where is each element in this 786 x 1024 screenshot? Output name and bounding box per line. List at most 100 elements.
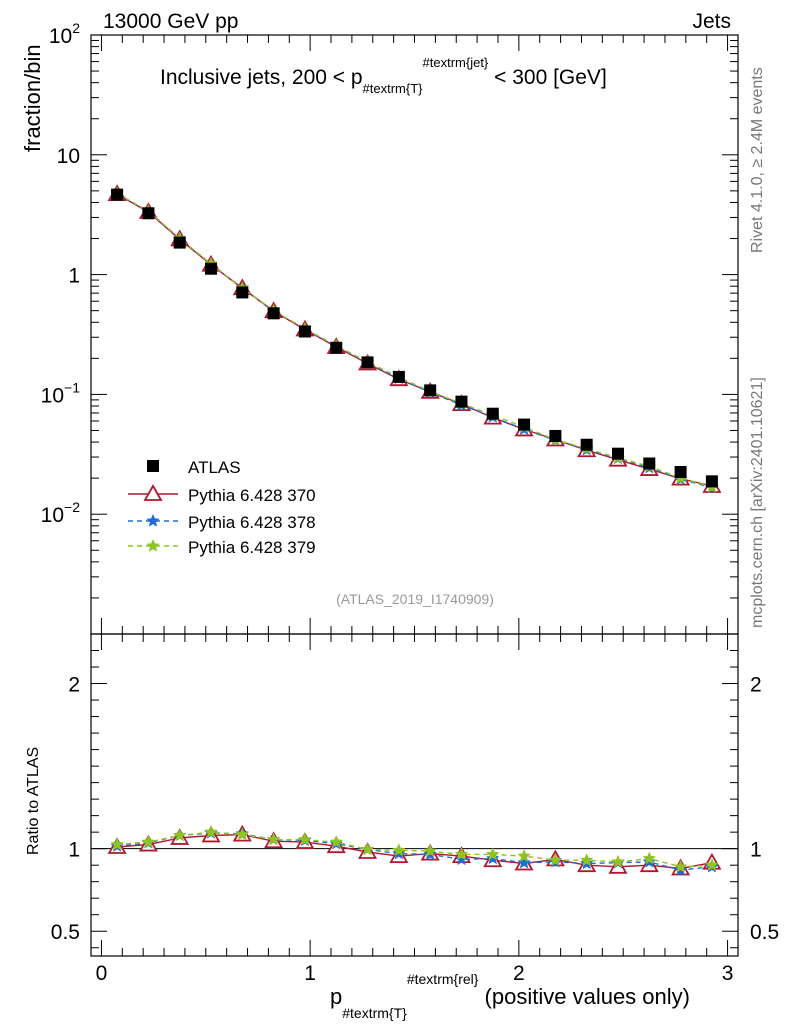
legend-item-atlas: ATLAS: [147, 458, 241, 477]
ratio-panel-frame: [90, 633, 739, 957]
ratio-series-pythia-6-428-379: [110, 825, 719, 873]
legend-label-pythia-6-428-379: Pythia 6.428 379: [188, 538, 316, 557]
y-tick-label: 1: [68, 265, 80, 288]
series-line-pythia-6-428-379: [116, 192, 713, 488]
ratio-point-pythia-6-428-379: [172, 828, 187, 842]
series-atlas: [111, 188, 718, 488]
ratio-point-pythia-6-428-379: [110, 837, 124, 851]
ratio-tick-label-right: 1: [750, 839, 762, 862]
ratio-point-pythia-6-428-379: [548, 853, 563, 867]
data-point-atlas: [111, 188, 124, 201]
legend-item-pythia-6-428-378: Pythia 6.428 378: [128, 513, 316, 532]
legend-marker-pythia-6-428-378: [146, 513, 160, 527]
ratio-point-pythia-6-428-379: [266, 832, 281, 846]
x-tick-label: 3: [722, 962, 734, 985]
ratio-point-pythia-6-428-379: [423, 843, 437, 857]
ratio-point-pythia-6-428-379: [579, 853, 594, 867]
series-line-pythia-6-428-370: [116, 193, 713, 487]
title-post: < 300 [GeV]: [488, 66, 607, 89]
y-tick-label: 10: [57, 145, 80, 168]
ratio-point-pythia-6-428-379: [705, 858, 719, 871]
legend-label-pythia-6-428-378: Pythia 6.428 378: [188, 513, 316, 532]
xlabel-sup: #textrm{rel}: [407, 971, 479, 987]
data-point-atlas: [674, 466, 687, 479]
legend-item-pythia-6-428-370: Pythia 6.428 370: [128, 484, 316, 505]
data-point-atlas: [392, 370, 405, 383]
ratio-tick-label-left: 0.5: [51, 921, 80, 944]
legend-marker-pythia-6-428-370: [143, 484, 163, 501]
ratio-tick-label-left: 2: [68, 674, 80, 697]
ratio-point-pythia-6-428-379: [360, 842, 375, 856]
ratio-tick-label-right: 0.5: [750, 921, 779, 944]
ratio-point-pythia-6-428-379: [611, 854, 625, 868]
y-axis-label: fraction/bin: [20, 44, 45, 152]
data-point-atlas: [611, 447, 624, 460]
xlabel-main: p: [330, 984, 342, 1009]
legend: ATLAS Pythia 6.428 370 Pythia 6.428 378 Pyt…: [128, 458, 316, 557]
data-point-atlas: [705, 475, 718, 488]
series-pythia-6-428-378: [110, 186, 719, 494]
data-point-atlas: [361, 356, 374, 369]
data-point-atlas: [518, 418, 531, 431]
y-tick-label: 102: [49, 20, 80, 48]
data-point-atlas: [173, 236, 186, 249]
data-point-atlas: [643, 457, 656, 470]
title-sup: #textrm{jet}: [423, 55, 489, 70]
x-tick-label: 2: [513, 962, 525, 985]
data-point-atlas: [330, 341, 343, 354]
data-point-atlas: [267, 307, 280, 320]
ratio-point-pythia-6-428-379: [141, 834, 156, 848]
data-point-atlas: [580, 438, 593, 451]
y-tick-label-base: 10: [57, 145, 80, 168]
data-point-atlas: [298, 325, 311, 338]
ratio-point-pythia-6-428-379: [642, 851, 657, 865]
x-tick-label: 0: [96, 962, 108, 985]
x-tick-label: 1: [304, 962, 316, 985]
data-point-atlas: [549, 429, 562, 442]
legend-label-atlas: ATLAS: [188, 458, 241, 477]
data-point-atlas: [142, 207, 155, 220]
chart-title: Inclusive jets, 200 < p#textrm{T} #textrm…: [160, 55, 607, 96]
data-point-atlas: [486, 407, 499, 420]
ratio-y-axis-label: Ratio to ATLAS: [25, 747, 42, 855]
ratio-line-pythia-6-428-379: [117, 831, 712, 868]
ratio-tick-label-right: 2: [750, 674, 762, 697]
y-tick-label-exp: −1: [64, 379, 80, 395]
analysis-id: (ATLAS_2019_I1740909): [336, 591, 494, 607]
data-point-atlas: [236, 286, 249, 299]
xlabel-sub: #textrm{T}: [342, 1005, 407, 1021]
series-pythia-6-428-379: [110, 186, 719, 493]
rivet-label: Rivet 4.1.0, ≥ 2.4M events: [749, 67, 766, 253]
series-layer: [107, 184, 722, 876]
series-line-pythia-6-428-378: [116, 193, 713, 489]
title-main: Inclusive jets, 200 < p: [160, 66, 363, 89]
ratio-point-pythia-6-428-379: [485, 847, 500, 861]
y-tick-label-exp: −2: [64, 499, 80, 515]
y-tick-label-base: 10: [41, 504, 64, 527]
energy-label: 13000 GeV pp: [103, 10, 238, 33]
ratio-point-pythia-6-428-378: [517, 855, 531, 869]
y-tick-label-base: 10: [49, 25, 72, 48]
legend-marker-atlas: [147, 460, 159, 472]
mcplots-label: mcplots.cern.ch [arXiv:2401.10621]: [749, 377, 766, 628]
ratio-point-pythia-6-428-379: [298, 832, 312, 846]
ratio-point-pythia-6-428-379: [235, 827, 250, 841]
ratio-point-pythia-6-428-378: [485, 851, 500, 865]
legend-item-pythia-6-428-379: Pythia 6.428 379: [128, 538, 316, 557]
ratio-point-pythia-6-428-379: [517, 848, 531, 862]
y-tick-label: 10−2: [41, 499, 81, 527]
data-point-atlas: [424, 384, 437, 397]
ratio-point-pythia-6-428-379: [673, 859, 688, 873]
xlabel-post: (positive values only): [478, 984, 690, 1009]
x-axis-label: p#textrm{T} #textrm{rel} (positive values…: [330, 971, 690, 1021]
ratio-point-pythia-6-428-379: [454, 847, 469, 861]
data-point-atlas: [455, 395, 468, 408]
y-tick-label: 10−1: [41, 379, 81, 407]
y-tick-label-base: 1: [68, 265, 80, 288]
y-tick-label-base: 10: [41, 384, 64, 407]
ratio-tick-label-left: 1: [68, 839, 80, 862]
ratio-point-pythia-6-428-378: [454, 852, 469, 866]
ratio-point-pythia-6-428-379: [329, 834, 344, 848]
